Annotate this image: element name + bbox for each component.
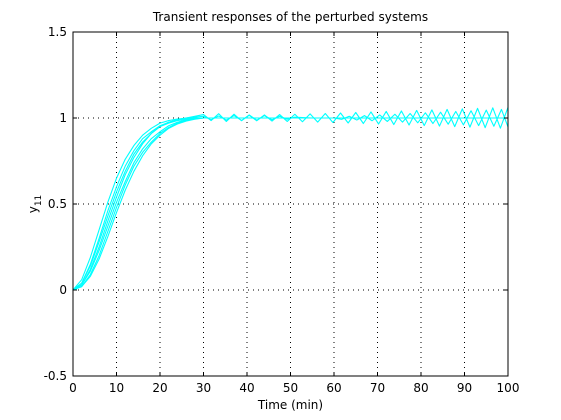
chart-title: Transient responses of the perturbed sys… — [152, 10, 428, 24]
x-tick-label: 10 — [109, 381, 124, 395]
x-tick-label: 20 — [152, 381, 167, 395]
y-axis-label: y11 — [26, 195, 44, 214]
tick-marks — [72, 31, 509, 377]
x-tick-label: 100 — [497, 381, 520, 395]
x-tick-label: 50 — [283, 381, 298, 395]
y-tick-label: 0.5 — [48, 197, 67, 211]
x-tick-label: 70 — [370, 381, 385, 395]
x-tick-label: 40 — [239, 381, 254, 395]
y-tick-label: 1.5 — [48, 25, 67, 39]
data-series-group — [72, 106, 509, 291]
plot-area-background — [73, 32, 508, 376]
y-axis-label-subscript: 11 — [34, 195, 44, 206]
x-tick-label: 60 — [326, 381, 341, 395]
tick-labels: 0 10 20 30 40 50 60 70 80 90 100-0.500.511.5 — [44, 25, 520, 395]
y-tick-label: -0.5 — [44, 369, 67, 383]
x-tick-label: 0 — [69, 381, 77, 395]
response-series-7 — [72, 108, 509, 291]
y-tick-label: 0 — [59, 283, 67, 297]
y-tick-label: 1 — [59, 111, 67, 125]
x-tick-label: 90 — [457, 381, 472, 395]
x-tick-label: 80 — [413, 381, 428, 395]
y-axis-label-main: y — [26, 206, 40, 213]
x-axis-label: Time (min) — [257, 398, 323, 412]
x-tick-label: 30 — [196, 381, 211, 395]
